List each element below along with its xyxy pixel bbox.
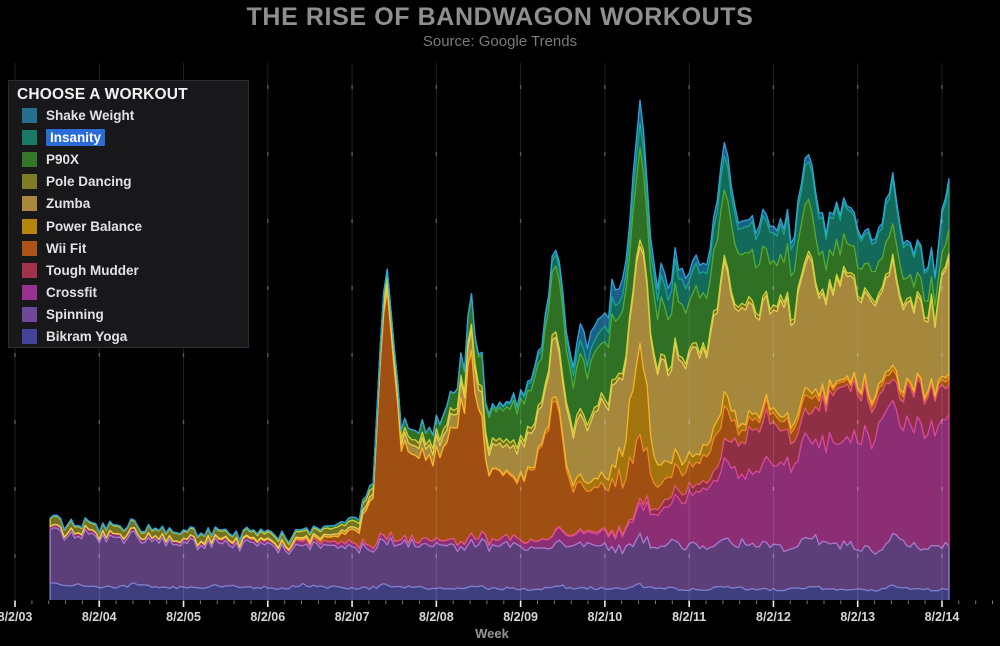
legend-label-bikram-yoga: Bikram Yoga [46, 329, 128, 345]
legend-item-tough-mudder[interactable]: Tough Mudder [17, 259, 242, 281]
legend-label-wii-fit: Wii Fit [46, 240, 87, 256]
area-crossfit [50, 400, 950, 555]
area-bikram-yoga [50, 582, 950, 600]
legend-item-pole-dancing[interactable]: Pole Dancing [17, 171, 242, 193]
chart-title: THE RISE OF BANDWAGON WORKOUTS [246, 3, 754, 31]
area-stroke-shake-weight [49, 99, 950, 544]
x-axis-group: 8/2/03 8/2/04 8/2/05 8/2/06 8/2/07 8/2/08 8/2/… [0, 600, 993, 624]
area-stroke-zumba [49, 245, 950, 551]
x-tick-label: 8/2/08 [419, 610, 454, 624]
legend-item-p90x[interactable]: P90X [17, 148, 242, 170]
area-zumba [50, 246, 950, 551]
legend-item-insanity[interactable]: Insanity [17, 126, 242, 148]
legend-swatch-shake-weight [22, 107, 37, 123]
legend-swatch-crossfit [22, 285, 37, 301]
area-stroke-pole-dancing [49, 239, 950, 546]
legend-label-insanity: Insanity [46, 128, 106, 146]
legend-swatch-power-balance [22, 218, 37, 234]
legend-label-power-balance: Power Balance [46, 218, 143, 234]
legend-label-tough-mudder: Tough Mudder [46, 262, 139, 278]
legend-label-spinning: Spinning [46, 307, 104, 323]
legend-swatch-insanity [22, 129, 37, 145]
legend-header: CHOOSE A WORKOUT [17, 86, 188, 103]
legend-swatch-bikram-yoga [22, 329, 37, 345]
area-strokes-group [49, 99, 950, 600]
legend-items: Shake Weight Insanity P90X Pole Dancing Zumb… [17, 104, 242, 348]
x-tick-label: 8/2/03 [0, 610, 32, 624]
legend-item-zumba[interactable]: Zumba [17, 193, 242, 215]
legend-swatch-tough-mudder [22, 262, 37, 278]
area-stroke-bikram-yoga [49, 582, 950, 600]
area-p90x [50, 147, 950, 545]
x-tick-label: 8/2/14 [925, 610, 960, 624]
x-tick-label: 8/2/06 [250, 610, 285, 624]
x-tick-label: 8/2/13 [840, 610, 875, 624]
chart-subtitle: Source: Google Trends [422, 33, 578, 50]
legend-label-shake-weight: Shake Weight [46, 107, 135, 123]
legend-item-shake-weight[interactable]: Shake Weight [17, 104, 242, 126]
legend-item-spinning[interactable]: Spinning [17, 304, 242, 326]
legend-swatch-zumba [22, 196, 37, 212]
legend-label-crossfit: Crossfit [46, 285, 98, 301]
x-tick-label: 8/2/05 [166, 610, 201, 624]
legend-label-zumba: Zumba [46, 196, 91, 212]
x-axis-label: Week [475, 626, 509, 641]
legend-panel: CHOOSE A WORKOUT Shake Weight Insanity P90… [8, 80, 249, 348]
legend-swatch-wii-fit [22, 240, 37, 256]
legend-item-bikram-yoga[interactable]: Bikram Yoga [17, 326, 242, 348]
x-tick-label: 8/2/11 [672, 610, 706, 624]
legend-label-p90x: P90X [46, 151, 80, 167]
legend-item-crossfit[interactable]: Crossfit [17, 282, 242, 304]
legend-swatch-p90x [22, 151, 37, 167]
x-tick-label: 8/2/04 [82, 610, 117, 624]
x-tick-label: 8/2/07 [335, 610, 370, 624]
legend-item-power-balance[interactable]: Power Balance [17, 215, 242, 237]
legend-swatch-pole-dancing [22, 174, 37, 190]
legend-swatch-spinning [22, 307, 37, 323]
legend-item-wii-fit[interactable]: Wii Fit [17, 237, 242, 259]
x-tick-label: 8/2/10 [588, 610, 623, 624]
x-tick-label: 8/2/09 [503, 610, 538, 624]
legend-label-pole-dancing: Pole Dancing [46, 174, 132, 190]
x-tick-label: 8/2/12 [756, 610, 791, 624]
area-spinning [50, 527, 950, 592]
area-stroke-spinning [49, 527, 950, 590]
